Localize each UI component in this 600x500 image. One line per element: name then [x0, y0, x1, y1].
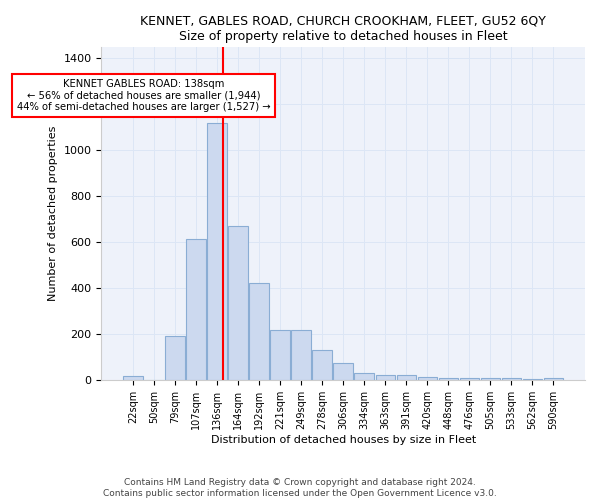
- X-axis label: Distribution of detached houses by size in Fleet: Distribution of detached houses by size …: [211, 435, 476, 445]
- Text: Contains HM Land Registry data © Crown copyright and database right 2024.
Contai: Contains HM Land Registry data © Crown c…: [103, 478, 497, 498]
- Bar: [250, 282, 269, 380]
- Bar: [481, 378, 500, 380]
- Bar: [523, 379, 542, 380]
- Bar: [355, 374, 374, 380]
- Bar: [502, 378, 521, 380]
- Bar: [334, 363, 353, 380]
- Bar: [460, 378, 479, 380]
- Bar: [292, 330, 311, 380]
- Y-axis label: Number of detached properties: Number of detached properties: [48, 126, 58, 302]
- Bar: [229, 226, 248, 380]
- Bar: [208, 123, 227, 380]
- Bar: [418, 377, 437, 380]
- Bar: [187, 239, 206, 380]
- Bar: [376, 374, 395, 380]
- Bar: [397, 374, 416, 380]
- Bar: [313, 350, 332, 380]
- Bar: [439, 378, 458, 380]
- Bar: [271, 330, 290, 380]
- Text: KENNET GABLES ROAD: 138sqm
← 56% of detached houses are smaller (1,944)
44% of s: KENNET GABLES ROAD: 138sqm ← 56% of deta…: [17, 79, 270, 112]
- Bar: [123, 376, 143, 380]
- Title: KENNET, GABLES ROAD, CHURCH CROOKHAM, FLEET, GU52 6QY
Size of property relative : KENNET, GABLES ROAD, CHURCH CROOKHAM, FL…: [140, 15, 546, 43]
- Bar: [544, 378, 563, 380]
- Bar: [166, 336, 185, 380]
